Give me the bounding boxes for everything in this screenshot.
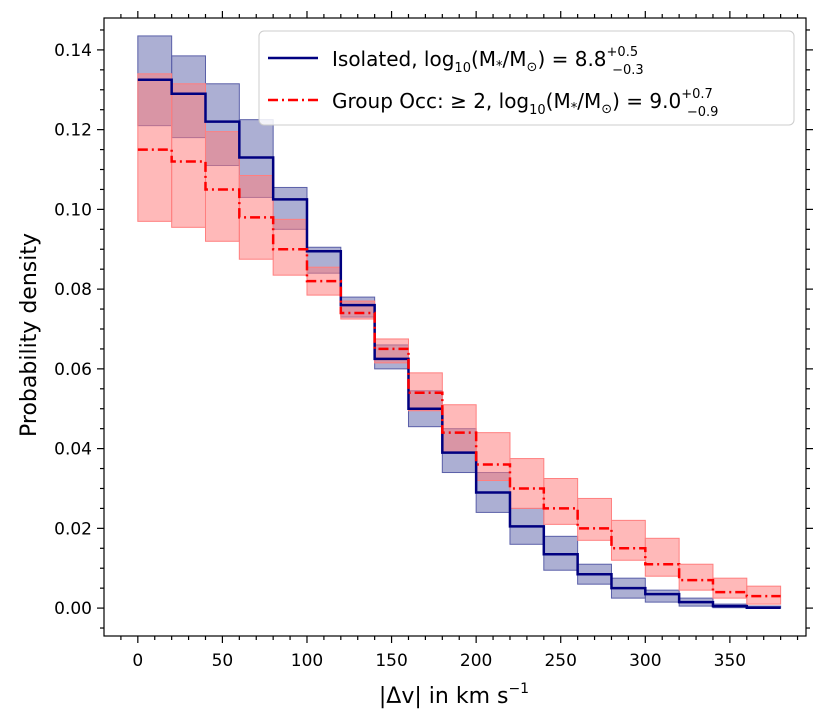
band-group	[272, 218, 308, 276]
x-tick-label: 150	[375, 651, 407, 671]
legend-label-group: Group Occ: ≥ 2, log10(M*/M⊙) = 9.0+0.7 −0…	[332, 87, 718, 120]
y-tick-label: 0.00	[54, 599, 92, 619]
band-group	[610, 519, 646, 561]
plot-frame	[103, 17, 807, 637]
histogram-lines	[137, 78, 781, 609]
band-group	[171, 83, 206, 228]
legend-box	[258, 30, 795, 126]
band-group	[475, 432, 511, 482]
x-tick-label: 0	[132, 651, 143, 671]
y-axis-label: Probability density	[17, 233, 42, 437]
band-isolated	[644, 589, 680, 603]
x-tick-label: 300	[629, 651, 661, 671]
x-axis-label: |Δv| in km s−1	[379, 681, 529, 709]
legend-label-isolated: Isolated, log10(M*/M⊙) = 8.8+0.5 −0.3	[332, 45, 644, 78]
axis-tick-labels: 0 50 100 150 200 250 300 350 0.00 0.02 0.04 0.06 0.0…	[54, 41, 746, 671]
band-group	[644, 537, 680, 577]
y-tick-label: 0.04	[54, 440, 92, 460]
legend: Isolated, log10(M*/M⊙) = 8.8+0.5 −0.3 Gro…	[258, 30, 795, 126]
y-tick-label: 0.06	[54, 360, 92, 380]
band-group	[340, 300, 376, 320]
x-tick-label: 200	[460, 651, 492, 671]
band-group	[577, 497, 612, 541]
y-tick-label: 0.02	[54, 519, 92, 539]
band-group	[204, 131, 240, 242]
step-line-isolated	[137, 78, 781, 609]
x-tick-label: 250	[544, 651, 576, 671]
band-group	[712, 577, 748, 599]
band-group	[137, 73, 173, 222]
x-tick-label: 100	[291, 651, 323, 671]
axis-ticks	[97, 11, 813, 643]
band-group	[543, 478, 579, 525]
step-line-group	[137, 148, 781, 598]
y-tick-label: 0.14	[54, 41, 92, 61]
band-group	[441, 404, 477, 454]
band-group	[509, 458, 545, 509]
y-tick-label: 0.08	[54, 280, 92, 300]
y-tick-label: 0.12	[54, 121, 92, 141]
x-axis-label-exponent: −1	[508, 681, 529, 697]
x-tick-label: 350	[714, 651, 746, 671]
x-axis-label-text: |Δv| in km s	[379, 684, 509, 709]
band-group	[678, 563, 714, 591]
x-tick-label: 50	[212, 651, 234, 671]
y-tick-label: 0.10	[54, 200, 92, 220]
